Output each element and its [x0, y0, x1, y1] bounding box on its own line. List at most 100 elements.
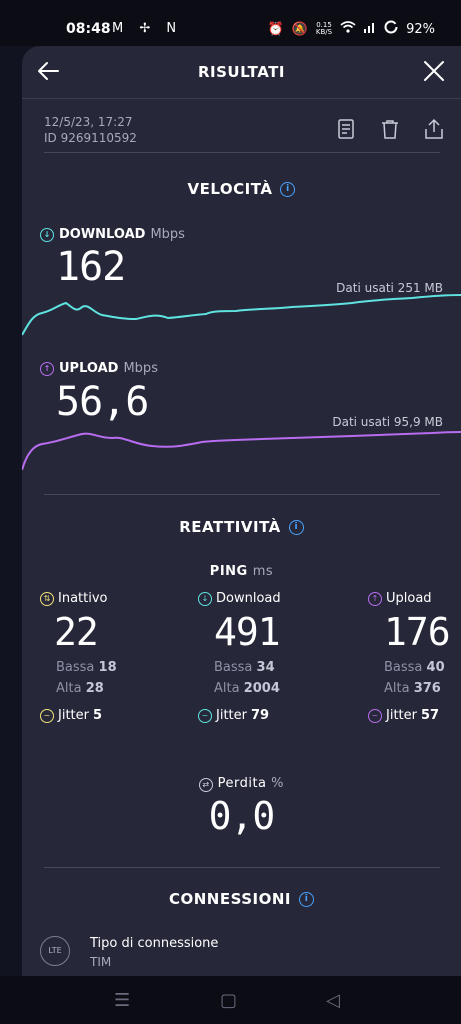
low-value: 40: [426, 660, 445, 675]
battery-icon: [384, 20, 398, 38]
result-meta: 12/5/23, 17:27 ID 9269110592: [44, 114, 137, 146]
ping-idle-jitter: ~ Jitter 5: [40, 708, 180, 723]
info-icon[interactable]: i: [280, 182, 296, 197]
jitter-value: 57: [420, 708, 440, 723]
mute-icon: 🔕: [291, 21, 308, 37]
notification-icons: M ✢ N: [112, 21, 183, 36]
ping-download-jitter: ~ Jitter 79: [198, 708, 338, 723]
packet-loss-text: Perdita: [217, 776, 267, 791]
results-card: RISULTATI 12/5/23, 17:27 ID 9269110592 V…: [22, 46, 461, 976]
ping-idle-value: 22: [54, 610, 99, 654]
status-time: 08:48: [66, 21, 111, 37]
ping-download-high: Alta 2004: [214, 681, 338, 696]
download-label: ↓ DOWNLOAD Mbps: [40, 227, 185, 242]
ping-idle-low: Bassa 18: [56, 660, 180, 675]
ping-download: ↓ Download 491 Bassa 34 Alta 2004 ~ Jitt…: [198, 591, 338, 723]
jitter-value: 5: [92, 708, 103, 723]
system-nav-bar: ☰ ▢ ◁: [0, 976, 461, 1024]
download-label-text: DOWNLOAD: [59, 227, 146, 242]
high-value: 28: [85, 681, 104, 696]
page-title: RISULTATI: [197, 63, 285, 81]
download-arrow-icon: ↓: [40, 227, 54, 242]
top-bar: RISULTATI: [22, 46, 461, 99]
responsiveness-section-title: REATTIVITÀ i: [22, 518, 461, 536]
wifi-icon: [340, 21, 356, 37]
divider: [44, 867, 440, 868]
download-value: 162: [56, 244, 126, 290]
connection-type-info: Tipo di connessione TIM: [90, 936, 218, 969]
divider: [44, 152, 440, 153]
ping-upload-jitter: ~ Jitter 57: [368, 708, 458, 723]
low-value: 18: [98, 660, 117, 675]
result-id: ID 9269110592: [44, 131, 137, 145]
jitter-label: Jitter: [58, 708, 89, 723]
upload-unit: Mbps: [123, 361, 158, 376]
alarm-icon: ⏰: [267, 21, 284, 37]
upload-label-text: UPLOAD: [59, 361, 119, 376]
jitter-icon: ~: [40, 708, 54, 723]
upload-value: 56,6: [56, 379, 149, 425]
ping-download-head: ↓ Download: [198, 591, 338, 606]
packet-loss-label: ⇄ Perdita %: [22, 776, 461, 792]
back-button[interactable]: ◁: [326, 990, 340, 1011]
packet-loss-value: 0,0: [208, 794, 276, 838]
back-arrow-icon[interactable]: [36, 58, 62, 84]
ping-upload-value: 176: [384, 610, 451, 654]
connection-type-row: LTE Tipo di connessione TIM: [40, 936, 218, 969]
speed-title-text: VELOCITÀ: [187, 180, 273, 198]
ping-upload-low: Bassa 40: [384, 660, 458, 675]
recent-apps-button[interactable]: ☰: [114, 990, 131, 1011]
jitter-value: 79: [250, 708, 270, 723]
speed-section-title: VELOCITÀ i: [22, 180, 461, 198]
result-date: 12/5/23, 17:27: [44, 115, 133, 129]
download-data-used: Dati usati 251 MB: [336, 281, 443, 295]
document-icon[interactable]: [335, 118, 357, 140]
ping-idle-label: Inattivo: [58, 591, 108, 606]
high-label: Alta: [214, 681, 240, 696]
ping-idle: ⇅ Inattivo 22 Bassa 18 Alta 28 ~ Jitter …: [40, 591, 180, 723]
info-icon[interactable]: i: [299, 892, 314, 907]
upload-data-used: Dati usati 95,9 MB: [332, 415, 443, 429]
jitter-label: Jitter: [386, 708, 417, 723]
packet-loss-unit: %: [271, 776, 285, 791]
info-icon[interactable]: i: [288, 520, 304, 535]
ping-label: PING ms: [22, 564, 461, 579]
connections-title-text: CONNESSIONI: [168, 890, 291, 908]
jitter-icon: ~: [198, 708, 212, 723]
lte-icon: LTE: [40, 936, 70, 966]
responsiveness-title-text: REATTIVITÀ: [179, 518, 281, 536]
download-arrow-icon: ↓: [198, 591, 212, 606]
upload-graph: [22, 431, 461, 471]
ping-download-label: Download: [216, 591, 281, 606]
packet-loss-icon: ⇄: [198, 778, 213, 792]
ping-upload: ↑ Upload 176 Bassa 40 Alta 376 ~ Jitter …: [368, 591, 458, 723]
connection-type-label: Tipo di connessione: [90, 936, 219, 951]
speed-unit: KB/S: [315, 28, 333, 36]
ping-download-low: Bassa 34: [214, 660, 338, 675]
ping-unit: ms: [252, 564, 274, 579]
ping-idle-high: Alta 28: [56, 681, 180, 696]
upload-label: ↑ UPLOAD Mbps: [40, 361, 158, 376]
signal-icon: [364, 21, 376, 37]
divider: [44, 494, 440, 495]
upload-arrow-icon: ↑: [40, 361, 54, 376]
low-label: Bassa: [56, 660, 95, 675]
idle-icon: ⇅: [40, 591, 54, 606]
download-graph: [22, 294, 461, 336]
low-label: Bassa: [384, 660, 423, 675]
ping-upload-high: Alta 376: [384, 681, 458, 696]
low-label: Bassa: [214, 660, 253, 675]
trash-icon[interactable]: [379, 118, 401, 140]
high-value: 2004: [243, 681, 280, 696]
network-speed: 0.15 KB/S: [316, 22, 332, 36]
home-button[interactable]: ▢: [220, 990, 238, 1011]
high-value: 376: [413, 681, 441, 696]
low-value: 34: [256, 660, 275, 675]
ping-idle-head: ⇅ Inattivo: [40, 591, 180, 606]
close-icon[interactable]: [421, 58, 447, 84]
jitter-label: Jitter: [216, 708, 247, 723]
ping-download-value: 491: [214, 610, 281, 654]
battery-level: 92%: [406, 21, 435, 37]
share-icon[interactable]: [423, 118, 445, 140]
download-unit: Mbps: [150, 227, 185, 242]
